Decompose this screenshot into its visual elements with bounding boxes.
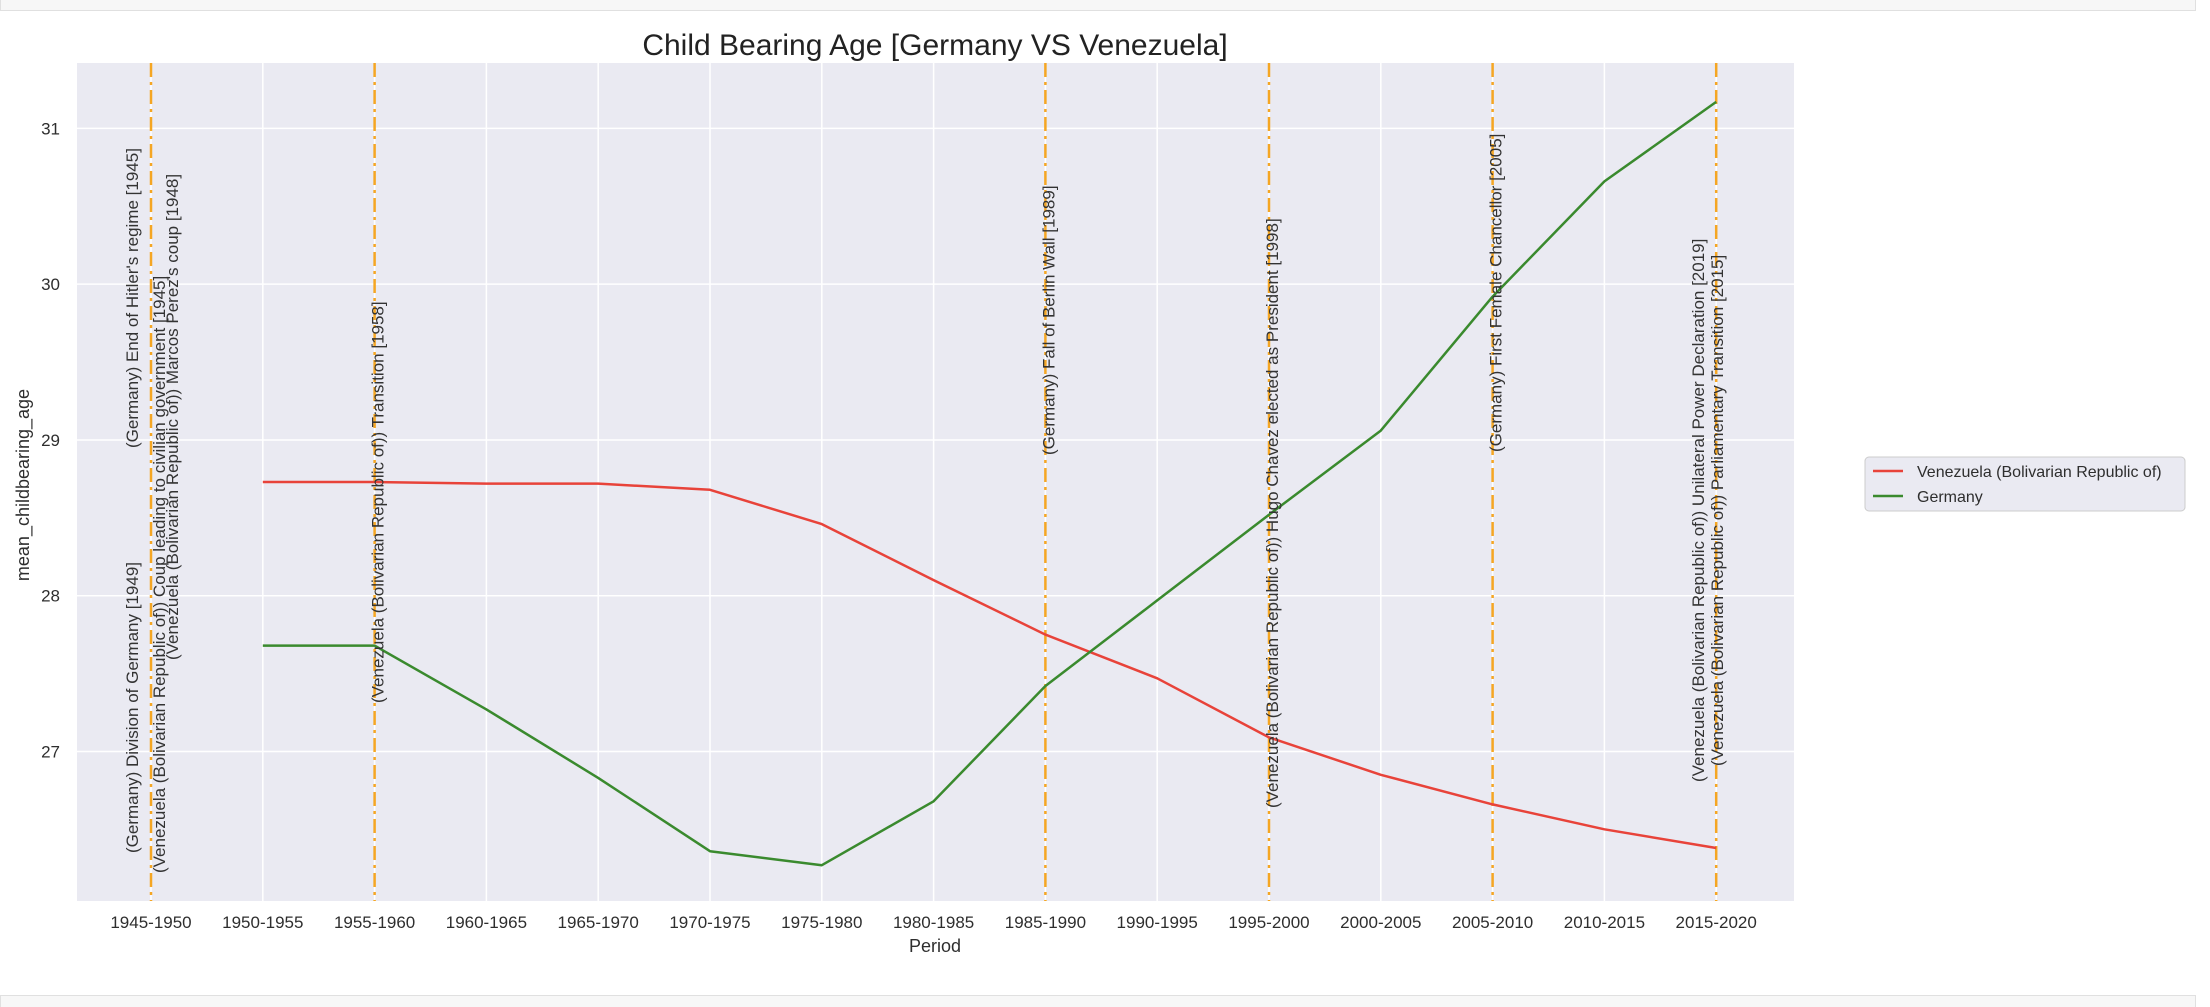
event-label: (Venezuela (Bolivarian Republic of)) Tra… bbox=[369, 301, 388, 703]
chart-title: Child Bearing Age [Germany VS Venezuela] bbox=[642, 29, 1227, 62]
series-lines bbox=[262, 100, 1717, 867]
x-tick-label: 2005-2010 bbox=[1452, 913, 1533, 932]
x-tick-label: 2000-2005 bbox=[1340, 913, 1421, 932]
x-tick-label: 1990-1995 bbox=[1117, 913, 1198, 932]
legend: Venezuela (Bolivarian Republic of) German… bbox=[1864, 456, 2186, 512]
event-label: (Germany) Division of Germany [1949] bbox=[123, 562, 142, 853]
x-tick-label: 1985-1990 bbox=[1005, 913, 1086, 932]
x-tick-label: 1995-2000 bbox=[1228, 913, 1309, 932]
series-line bbox=[262, 480, 1717, 850]
y-tick-label: 28 bbox=[41, 587, 60, 606]
legend-box bbox=[1864, 456, 2186, 512]
x-tick-label: 1965-1970 bbox=[558, 913, 639, 932]
legend-entry: Venezuela (Bolivarian Republic of) bbox=[1917, 464, 2162, 481]
x-tick-label: 2010-2015 bbox=[1564, 913, 1645, 932]
bottom-frame-bar bbox=[0, 995, 2196, 1007]
y-tick-label: 27 bbox=[41, 742, 60, 761]
top-frame-bar bbox=[0, 0, 2196, 11]
y-axis-ticks: 27 28 29 30 31 bbox=[41, 119, 60, 761]
y-tick-label: 29 bbox=[41, 431, 60, 450]
x-tick-label: 2015-2020 bbox=[1676, 913, 1757, 932]
event-label: (Germany) Fall of Berlin Wall [1989] bbox=[1039, 185, 1058, 455]
event-label: (Venezuela (Bolivarian Republic of)) Mar… bbox=[163, 174, 182, 660]
event-label: (Venezuela (Bolivarian Republic of)) Par… bbox=[1708, 255, 1727, 766]
event-labels: (Germany) End of Hitler's regime [1945] (… bbox=[123, 134, 1727, 873]
x-axis-ticks: 1945-1950 1950-1955 1955-1960 1960-1965 1965… bbox=[110, 913, 1757, 932]
y-tick-label: 30 bbox=[41, 275, 60, 294]
event-label: (Germany) First Female Chancellor [2005] bbox=[1487, 134, 1506, 452]
y-tick-label: 31 bbox=[41, 119, 60, 138]
event-label: (Venezuela (Bolivarian Republic of)) Uni… bbox=[1689, 239, 1708, 782]
y-axis-label: mean_childbearing_age bbox=[13, 389, 34, 581]
event-label: (Venezuela (Bolivarian Republic of)) Cou… bbox=[150, 276, 169, 873]
x-tick-label: 1960-1965 bbox=[446, 913, 527, 932]
x-tick-label: 1950-1955 bbox=[222, 913, 303, 932]
event-label: (Venezuela (Bolivarian Republic of)) Hug… bbox=[1263, 218, 1282, 808]
x-tick-label: 1970-1975 bbox=[669, 913, 750, 932]
x-axis-label: Period bbox=[909, 936, 961, 956]
series-line bbox=[262, 100, 1717, 867]
x-tick-label: 1945-1950 bbox=[110, 913, 191, 932]
event-label: (Germany) End of Hitler's regime [1945] bbox=[123, 148, 142, 448]
legend-entry: Germany bbox=[1917, 489, 1983, 506]
x-tick-label: 1980-1985 bbox=[893, 913, 974, 932]
x-tick-label: 1955-1960 bbox=[334, 913, 415, 932]
x-tick-label: 1975-1980 bbox=[781, 913, 862, 932]
